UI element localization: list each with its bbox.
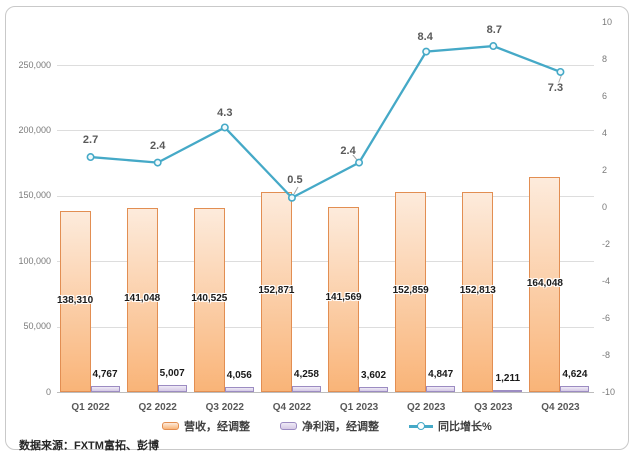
line-point-label: 7.3	[547, 81, 564, 94]
right-axis-tick-label: -10	[602, 386, 616, 397]
profit-bar	[291, 386, 321, 392]
legend: 营收，经调整 净利润，经调整 同比增长%	[162, 418, 492, 434]
line-point-label: 8.7	[486, 24, 502, 37]
revenue-bar-label: 152,813	[459, 285, 496, 297]
grid-line	[57, 65, 594, 66]
revenue-bar	[260, 192, 292, 392]
revenue-bar-label: 152,871	[258, 285, 295, 297]
revenue-bar	[193, 208, 225, 392]
right-axis-tick-label: -6	[602, 312, 611, 323]
revenue-bar	[529, 177, 561, 392]
profit-bar	[359, 387, 389, 392]
right-axis-tick-label: 8	[602, 53, 608, 64]
x-axis-label: Q1 2022	[71, 402, 110, 413]
revenue-swatch-icon	[162, 422, 180, 430]
right-axis-tick-label: 2	[602, 164, 608, 175]
revenue-bar	[126, 207, 158, 392]
line-point-label: 2.4	[150, 139, 166, 152]
right-axis-tick-label: 0	[602, 201, 608, 212]
profit-bar-label: 4,624	[562, 368, 588, 380]
left-axis-tick-label: 250,000	[18, 59, 51, 70]
x-axis-label: Q2 2023	[406, 402, 446, 413]
line-point	[355, 158, 364, 167]
line-point	[220, 123, 229, 132]
profit-bar-label: 4,258	[293, 369, 319, 381]
line-point	[86, 153, 95, 162]
profit-bar-label: 4,056	[226, 369, 252, 381]
right-axis-tick-label: -4	[602, 275, 611, 286]
line-point	[287, 193, 296, 202]
legend-item-revenue: 营收，经调整	[162, 418, 250, 434]
line-point-label: 8.4	[417, 30, 433, 43]
label-leader-line	[293, 186, 299, 195]
plot-area: 138,310 4,767 141,048 5,007 140,525 4,056 152,…	[57, 22, 594, 393]
line-point	[422, 47, 431, 56]
x-axis-label: Q4 2023	[541, 402, 580, 413]
revenue-bar	[462, 192, 494, 392]
revenue-bar	[328, 206, 360, 392]
legend-item-profit: 净利润，经调整	[280, 418, 379, 434]
left-axis-tick-label: 50,000	[23, 321, 51, 332]
revenue-bar-label: 164,048	[526, 277, 563, 289]
grid-line	[57, 195, 594, 197]
line-point-label: 4.3	[217, 107, 233, 120]
left-axis-tick-label: 100,000	[18, 255, 51, 266]
revenue-bar	[59, 211, 91, 392]
profit-bar-label: 4,767	[92, 368, 118, 380]
revenue-bar	[395, 192, 427, 392]
right-axis-tick-label: -8	[602, 349, 611, 360]
label-leader-line	[558, 74, 562, 84]
grid-line	[57, 392, 594, 393]
profit-bar	[224, 386, 254, 392]
x-axis-label: Q2 2022	[138, 402, 177, 413]
label-leader-line	[352, 154, 358, 161]
profit-bar-label: 5,007	[159, 368, 185, 380]
line-point-label: 2.4	[340, 144, 356, 157]
revenue-bar-label: 152,859	[392, 285, 429, 297]
right-axis-tick-label: 10	[602, 16, 613, 27]
profit-bar-label: 4,847	[428, 368, 454, 380]
profit-bar	[560, 385, 590, 392]
grid-line	[57, 326, 594, 328]
line-point-label: 2.7	[82, 134, 99, 147]
left-axis-tick-label: 200,000	[18, 124, 51, 135]
legend-label-growth: 同比增长%	[438, 421, 492, 433]
line-series-marker-icon	[409, 421, 434, 431]
x-axis-label: Q1 2023	[339, 402, 379, 413]
right-axis-tick-label: 4	[602, 127, 608, 138]
x-axis-label: Q3 2022	[205, 402, 244, 413]
profit-bar	[426, 385, 456, 392]
revenue-bar-label: 138,310	[56, 294, 94, 306]
line-point	[489, 42, 498, 51]
legend-label-growth-rate: 净利润，经调整	[302, 421, 380, 433]
profit-bar-label: 1,211	[495, 373, 521, 384]
line-point	[153, 158, 162, 167]
legend-item-growth: 同比增长%	[409, 418, 492, 434]
chart-frame: 138,310 4,767 141,048 5,007 140,525 4,056 152,…	[5, 6, 629, 452]
revenue-bar-label: 140,525	[191, 293, 228, 305]
left-axis-tick-label: 0	[45, 386, 51, 397]
revenue-bar-label: 141,569	[325, 292, 362, 304]
growth-line-plot	[86, 42, 565, 202]
grid-line	[57, 130, 594, 132]
revenue-bar-label: 141,048	[124, 292, 161, 304]
profit-bar	[157, 385, 187, 392]
x-axis-label: Q4 2022	[272, 402, 312, 413]
profit-bar	[90, 385, 120, 392]
source-note: 数据来源：FXTM富拓、彭博	[19, 440, 159, 452]
profit-bar-label: 3,602	[361, 370, 387, 382]
x-axis-label: Q3 2023	[474, 402, 513, 413]
line-point	[556, 67, 565, 76]
legend-dot-icon	[417, 422, 426, 430]
line-point-label: 0.5	[287, 173, 303, 186]
legend-label-revenue: 营收，经调整	[184, 421, 251, 433]
grid-line	[57, 261, 594, 263]
profit-bar	[493, 390, 523, 392]
profit-swatch-icon	[280, 422, 298, 430]
right-axis-tick-label: -2	[602, 238, 611, 249]
right-axis-tick-label: 6	[602, 90, 608, 101]
left-axis-tick-label: 150,000	[18, 190, 51, 201]
growth-line	[90, 44, 561, 200]
